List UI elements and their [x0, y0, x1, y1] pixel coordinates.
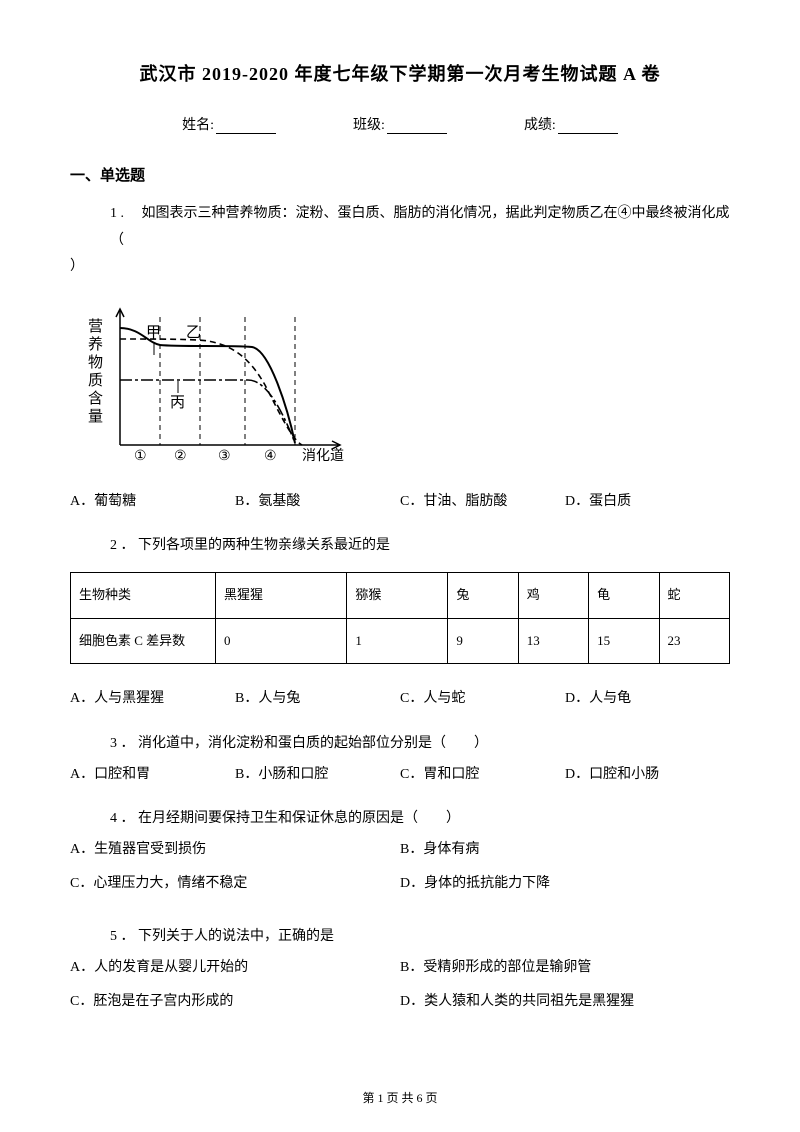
q5-options: A．人的发育是从婴儿开始的 B．受精卵形成的部位是输卵管 C．胚泡是在子宫内形成…	[70, 955, 730, 1024]
chart-xlabel: 消化道	[302, 448, 344, 464]
table-cell-6: 23	[659, 618, 729, 664]
class-label: 班级:	[353, 114, 385, 134]
chart-ylabel-5: 含	[88, 390, 103, 407]
q3-optD[interactable]: D．口腔和小肠	[565, 762, 730, 789]
name-blank[interactable]	[216, 120, 276, 134]
q3-optC[interactable]: C．胃和口腔	[400, 762, 565, 789]
q5-num: 5 ．	[110, 929, 135, 944]
q2-options: A．人与黑猩猩 B．人与兔 C．人与蛇 D．人与龟	[70, 686, 730, 713]
q5-text: 下列关于人的说法中，正确的是	[138, 929, 334, 944]
chart-tick-1: ①	[134, 449, 147, 464]
q5-optA[interactable]: A．人的发育是从婴儿开始的	[70, 955, 400, 982]
chart-label-yi: 乙	[186, 325, 201, 341]
chart-ylabel-3: 物	[88, 354, 103, 371]
q3-optA[interactable]: A．口腔和胃	[70, 762, 235, 789]
q2-optA[interactable]: A．人与黑猩猩	[70, 686, 235, 713]
chart-label-jia: 甲	[146, 325, 161, 341]
table-row: 细胞色素 C 差异数 0 1 9 13 15 23	[71, 618, 730, 664]
q1-optC[interactable]: C．甘油、脂肪酸	[400, 489, 565, 516]
q1-num: 1 .	[110, 206, 124, 221]
chart-tick-3: ③	[218, 449, 231, 464]
chart-ylabel-2: 养	[88, 336, 103, 353]
q5-optD[interactable]: D．类人猿和人类的共同祖先是黑猩猩	[400, 989, 730, 1016]
q2-text: 下列各项里的两种生物亲缘关系最近的是	[138, 538, 390, 553]
q5-optC[interactable]: C．胚泡是在子宫内形成的	[70, 989, 400, 1016]
page-title: 武汉市 2019-2020 年度七年级下学期第一次月考生物试题 A 卷	[70, 60, 730, 86]
chart-label-bing: 丙	[170, 395, 185, 411]
q1-close: ）	[70, 254, 730, 281]
table-cell-2: 1	[347, 618, 448, 664]
table-head-0: 生物种类	[71, 572, 216, 618]
q1-optD[interactable]: D．蛋白质	[565, 489, 730, 516]
table-cell-4: 13	[518, 618, 588, 664]
table-row: 生物种类 黑猩猩 猕猴 兔 鸡 龟 蛇	[71, 572, 730, 618]
table-head-1: 黑猩猩	[215, 572, 346, 618]
q3-optB[interactable]: B．小肠和口腔	[235, 762, 400, 789]
table-head-6: 蛇	[659, 572, 729, 618]
q4-options: A．生殖器官受到损伤 B．身体有病 C．心理压力大，情绪不稳定 D．身体的抵抗能…	[70, 837, 730, 906]
q4-optA[interactable]: A．生殖器官受到损伤	[70, 837, 400, 864]
table-cell-5: 15	[589, 618, 659, 664]
chart-tick-2: ②	[174, 449, 187, 464]
student-info-line: 姓名: 班级: 成绩:	[70, 114, 730, 134]
chart-tick-4: ④	[264, 449, 277, 464]
table-head-5: 龟	[589, 572, 659, 618]
q3-num: 3 ．	[110, 736, 135, 751]
q1-text: 如图表示三种营养物质：淀粉、蛋白质、脂肪的消化情况，据此判定物质乙在④中最终被消…	[110, 206, 730, 248]
q4-text: 在月经期间要保持卫生和保证休息的原因是（ ）	[138, 811, 460, 826]
table-cell-1: 0	[215, 618, 346, 664]
q1-optA[interactable]: A．葡萄糖	[70, 489, 235, 516]
chart-ylabel-1: 营	[88, 318, 103, 335]
score-label: 成绩:	[524, 114, 556, 134]
q4-optB[interactable]: B．身体有病	[400, 837, 730, 864]
digestion-chart: 营 养 物 质 含 量 甲 乙 丙 ① ② ③ ④ 消化道	[70, 295, 730, 475]
page-footer: 第 1 页 共 6 页	[0, 1089, 800, 1106]
q5-optB[interactable]: B．受精卵形成的部位是输卵管	[400, 955, 730, 982]
q1-optB[interactable]: B．氨基酸	[235, 489, 400, 516]
table-cell-0: 细胞色素 C 差异数	[71, 618, 216, 664]
name-label: 姓名:	[182, 114, 214, 134]
q3-text: 消化道中，消化淀粉和蛋白质的起始部位分别是（ ）	[138, 736, 488, 751]
question-2: 2 ． 下列各项里的两种生物亲缘关系最近的是 生物种类 黑猩猩 猕猴 兔 鸡 龟…	[70, 533, 730, 713]
q2-table: 生物种类 黑猩猩 猕猴 兔 鸡 龟 蛇 细胞色素 C 差异数 0 1 9 13 …	[70, 572, 730, 664]
table-head-4: 鸡	[518, 572, 588, 618]
question-1: 1 . 如图表示三种营养物质：淀粉、蛋白质、脂肪的消化情况，据此判定物质乙在④中…	[70, 201, 730, 515]
table-head-3: 兔	[448, 572, 518, 618]
class-blank[interactable]	[387, 120, 447, 134]
q2-optD[interactable]: D．人与龟	[565, 686, 730, 713]
question-4: 4 ． 在月经期间要保持卫生和保证休息的原因是（ ） A．生殖器官受到损伤 B．…	[70, 806, 730, 906]
table-cell-3: 9	[448, 618, 518, 664]
question-3: 3 ． 消化道中，消化淀粉和蛋白质的起始部位分别是（ ） A．口腔和胃 B．小肠…	[70, 731, 730, 788]
chart-svg: 营 养 物 质 含 量 甲 乙 丙 ① ② ③ ④ 消化道	[70, 295, 370, 475]
q2-optB[interactable]: B．人与兔	[235, 686, 400, 713]
q4-optD[interactable]: D．身体的抵抗能力下降	[400, 871, 730, 898]
chart-ylabel-4: 质	[88, 372, 103, 389]
table-head-2: 猕猴	[347, 572, 448, 618]
q3-options: A．口腔和胃 B．小肠和口腔 C．胃和口腔 D．口腔和小肠	[70, 762, 730, 789]
chart-ylabel-6: 量	[88, 409, 103, 425]
q4-num: 4 ．	[110, 811, 135, 826]
q2-num: 2 ．	[110, 538, 135, 553]
q4-optC[interactable]: C．心理压力大，情绪不稳定	[70, 871, 400, 898]
q2-optC[interactable]: C．人与蛇	[400, 686, 565, 713]
q1-options: A．葡萄糖 B．氨基酸 C．甘油、脂肪酸 D．蛋白质	[70, 489, 730, 516]
section-single-choice: 一、单选题	[70, 164, 730, 185]
score-blank[interactable]	[558, 120, 618, 134]
question-5: 5 ． 下列关于人的说法中，正确的是 A．人的发育是从婴儿开始的 B．受精卵形成…	[70, 924, 730, 1024]
